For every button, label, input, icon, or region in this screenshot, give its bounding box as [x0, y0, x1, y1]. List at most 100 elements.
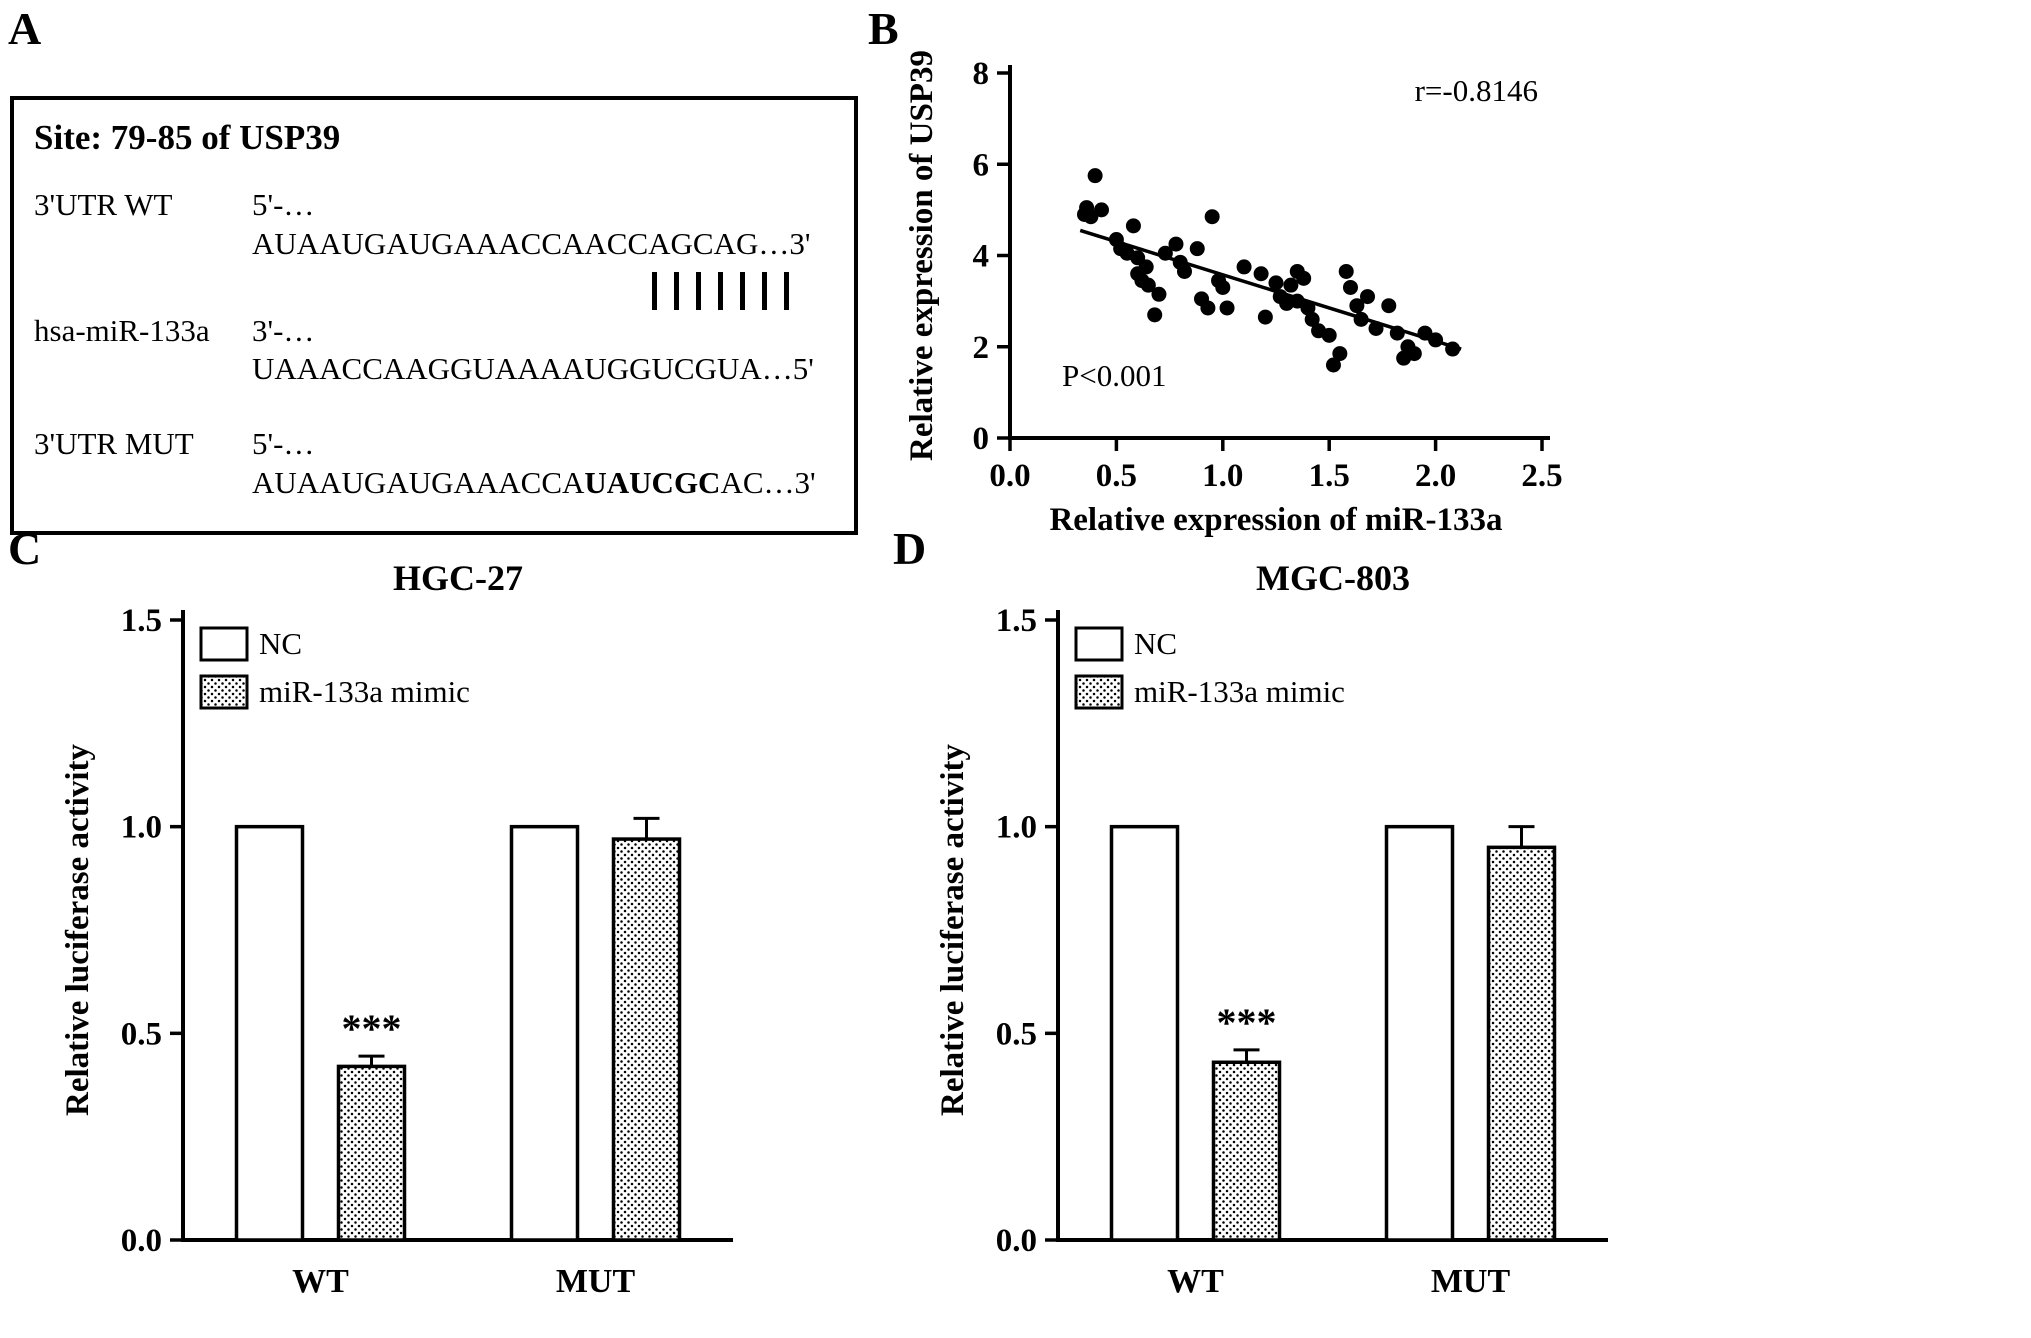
y-tick-label: 8 — [973, 56, 990, 92]
sequence-name-wt: 3'UTR WT — [34, 187, 173, 222]
y-tick-label: 0 — [973, 421, 990, 457]
sequence-row-mut: 3'UTR MUT 5'-…AUAAUGAUGAAACCAUAUCGCAC…3' — [34, 425, 834, 503]
scatter-point — [1253, 266, 1269, 282]
x-tick-label: 2.0 — [1415, 458, 1456, 494]
scatter-point — [1138, 259, 1154, 275]
legend-label: miR-133a mimic — [1134, 674, 1345, 709]
scatter-point — [1094, 202, 1110, 218]
sequence-mut-suffix: AC…3' — [720, 464, 816, 500]
scatter-point — [1176, 263, 1192, 279]
significance-marker: *** — [342, 1006, 402, 1051]
scatter-point — [1304, 311, 1320, 327]
scatter-point — [1296, 270, 1312, 286]
y-tick-label: 2 — [973, 330, 990, 366]
bar-MUT-NC — [509, 824, 580, 1242]
y-axis-title: Relative luciferase activity — [935, 743, 971, 1116]
bar-MUT-NC — [1384, 824, 1455, 1242]
x-tick-label: 1.5 — [1309, 458, 1350, 494]
alignment-bar — [784, 271, 789, 310]
scatter-point — [1283, 277, 1299, 293]
y-tick-label: 0.0 — [996, 1223, 1037, 1259]
panel-label-a: A — [8, 3, 42, 54]
bar-WT-miR-133a mimic — [336, 1064, 407, 1242]
bar-WT-NC — [1109, 824, 1180, 1242]
alignment-bar — [652, 271, 657, 310]
y-tick-label: 1.5 — [121, 603, 162, 639]
legend-swatch-miR-133a mimic — [199, 674, 249, 710]
x-tick-label: 1.0 — [1202, 458, 1243, 494]
sequence-text-wt: 5'-…AUAAUGAUGAAACCAACCAGCAG…3' — [252, 187, 811, 261]
scatter-point — [1349, 298, 1365, 314]
bar-WT-NC — [234, 824, 305, 1242]
alignment-bar — [762, 271, 767, 310]
scatter-point — [1236, 259, 1252, 275]
scatter-point — [1125, 218, 1141, 234]
bar-WT-miR-133a mimic — [1211, 1060, 1282, 1242]
scatter-point — [1087, 168, 1103, 184]
chart-title: MGC-803 — [1256, 558, 1410, 598]
y-tick-label: 0.5 — [121, 1016, 162, 1052]
legend-swatch-miR-133a mimic — [1074, 674, 1124, 710]
sequence-text-mut: 5'-…AUAAUGAUGAAACCAUAUCGCAC…3' — [252, 425, 834, 503]
scatter-point — [1083, 209, 1099, 225]
legend-swatch-NC — [199, 626, 249, 662]
scatter-point — [1215, 279, 1231, 295]
y-tick-label: 6 — [973, 147, 990, 183]
pvalue-annotation: P<0.001 — [1062, 358, 1166, 393]
sequence-name-mirna: hsa-miR-133a — [34, 312, 210, 348]
trend-line — [1079, 228, 1462, 351]
x-tick-label: 0.5 — [1096, 458, 1137, 494]
scatter-point — [1342, 279, 1358, 295]
alignment-bar — [740, 271, 745, 310]
correlation-annotation: r=-0.8146 — [1415, 73, 1538, 108]
alignment-bar — [718, 271, 723, 310]
scatter-point — [1147, 307, 1163, 323]
scatter-point — [1332, 346, 1348, 362]
alignment-bar — [674, 271, 679, 310]
scatter-chart-usp39-mir133a: 0 2 4 6 8 0.0 0.5 1.0 1.5 2.0 2.5 Relative expressi… — [904, 50, 1563, 538]
scatter-point — [1325, 357, 1341, 373]
scatter-point — [1219, 300, 1235, 316]
chart-title: HGC-27 — [393, 558, 523, 598]
y-tick-label: 1.0 — [121, 810, 162, 846]
sequence-row-mirna: hsa-miR-133a 3'-…UAAACCAAGGUAAAAUGGUCGUA… — [34, 312, 834, 390]
scatter-point — [1140, 277, 1156, 293]
legend-label: NC — [259, 626, 302, 661]
x-tick-label: 2.5 — [1521, 458, 1562, 494]
binding-site-title: Site: 79-85 of USP39 — [34, 118, 341, 157]
alignment-bars — [652, 271, 834, 310]
scatter-point — [1406, 346, 1422, 362]
y-tick-label: 1.5 — [996, 603, 1037, 639]
x-axis-title: Relative expression of miR-133a — [1049, 502, 1502, 538]
scatter-point — [1257, 309, 1273, 325]
legend-label: NC — [1134, 626, 1177, 661]
bar-chart-mgc803: MGC-803 0.0 0.5 1.0 1.5 Relative luciferase a… — [935, 558, 1608, 1300]
scatter-point — [1268, 275, 1284, 291]
bar-chart-hgc27: HGC-27 0.0 0.5 1.0 1.5 Relative luciferase ac… — [60, 558, 733, 1300]
y-tick-label: 1.0 — [996, 810, 1037, 846]
sequence-mut-prefix: 5'-…AUAAUGAUGAAACCA — [252, 426, 585, 500]
significance-marker: *** — [1217, 1000, 1277, 1045]
category-label: WT — [292, 1263, 349, 1300]
sequence-row-wt: 3'UTR WT 5'-…AUAAUGAUGAAACCAACCAGCAG…3' — [34, 186, 834, 264]
y-tick-label: 0.0 — [121, 1223, 162, 1259]
legend-label: miR-133a mimic — [259, 674, 470, 709]
scatter-point — [1168, 236, 1184, 252]
scatter-point — [1189, 241, 1205, 257]
y-axis-title: Relative luciferase activity — [60, 743, 96, 1116]
y-tick-label: 4 — [973, 239, 990, 275]
sequence-name-mut: 3'UTR MUT — [34, 426, 194, 461]
scatter-point — [1321, 327, 1337, 343]
panel-label-c: C — [8, 523, 42, 574]
x-tick-label: 0.0 — [989, 458, 1030, 494]
sequence-mut-mutated-bases: UAUCGC — [584, 464, 721, 500]
scatter-point — [1360, 289, 1376, 305]
scatter-point — [1338, 263, 1354, 279]
scatter-point — [1381, 298, 1397, 314]
bar-MUT-miR-133a mimic — [611, 837, 682, 1242]
scatter-point — [1200, 300, 1216, 316]
scatter-point — [1151, 286, 1167, 302]
y-axis-title: Relative expression of USP39 — [904, 50, 940, 461]
bar-MUT-miR-133a mimic — [1486, 845, 1557, 1242]
